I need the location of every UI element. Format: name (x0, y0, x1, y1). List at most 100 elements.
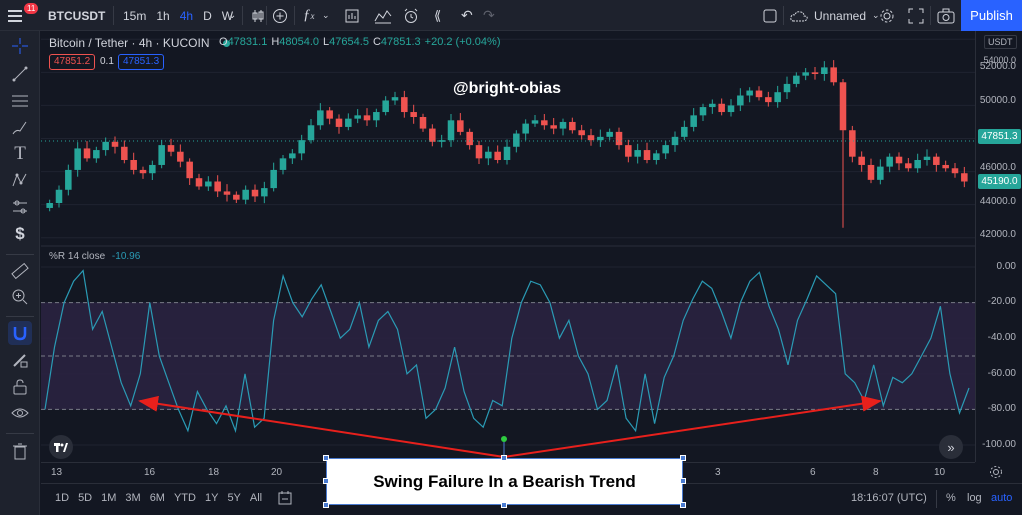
symbol-title[interactable]: Bitcoin / Tether · 4h · KUCOIN (49, 36, 210, 50)
replay-bars-button[interactable] (374, 0, 392, 31)
interval-15m[interactable]: 15m (123, 8, 147, 23)
range-1d[interactable]: 1D (55, 492, 70, 504)
lock-drawings-tool[interactable] (8, 375, 32, 399)
candle-body (541, 120, 548, 126)
candle-body (494, 151, 501, 160)
candle-body (363, 115, 371, 121)
candle-body (503, 146, 511, 160)
trend-line-tool[interactable] (8, 62, 32, 86)
zoom-in-icon (12, 289, 28, 305)
candle-body (662, 145, 669, 154)
candle-body (746, 90, 753, 96)
candle-body (597, 136, 604, 141)
chart-canvas[interactable] (41, 31, 975, 462)
time-label: 10 (934, 467, 946, 478)
resize-handle[interactable] (323, 502, 329, 508)
scroll-to-realtime-button[interactable]: » (939, 435, 963, 459)
log-toggle[interactable]: log (967, 492, 982, 504)
currency-label[interactable]: USDT (984, 35, 1017, 49)
publish-button[interactable]: Publish (961, 0, 1022, 31)
crosshair-tool[interactable] (8, 34, 32, 58)
indicators-chevron-icon[interactable]: ⌄ (322, 10, 330, 20)
fullscreen-button[interactable] (908, 0, 924, 31)
remove-drawings-tool[interactable] (8, 439, 32, 463)
range-5y[interactable]: 5Y (227, 492, 241, 504)
axis-settings-button[interactable] (989, 465, 1003, 484)
range-all[interactable]: All (249, 492, 263, 504)
magnet-tool[interactable] (8, 321, 32, 345)
alert-button[interactable] (403, 0, 419, 31)
resize-handle[interactable] (501, 502, 507, 508)
resize-handle[interactable] (680, 502, 686, 508)
templates-button[interactable] (344, 0, 360, 31)
zoom-tool[interactable] (8, 285, 32, 309)
candle-style-button[interactable] (250, 0, 266, 31)
watermark: @bright-obias (453, 80, 562, 97)
candle-body (951, 168, 959, 174)
screenshot-button[interactable] (937, 0, 955, 31)
candle-body (289, 153, 296, 159)
hide-drawings-tool[interactable] (8, 401, 32, 425)
hamburger-icon (8, 9, 22, 22)
indicator-name[interactable]: %R 14 close (49, 251, 106, 262)
fullscreen-icon (908, 8, 924, 23)
price-axis[interactable]: USDT 54000.0 52000.0 50000.0 46000.0 440… (975, 31, 1022, 462)
utc-clock[interactable]: 18:16:07 (UTC) (851, 492, 927, 504)
candle-body (326, 110, 333, 119)
range-1y[interactable]: 1Y (204, 492, 219, 504)
chart-area[interactable]: Bitcoin / Tether · 4h · KUCOIN O47831.1 H… (41, 31, 975, 462)
interval-W[interactable]: W (221, 8, 234, 23)
resize-handle[interactable] (323, 455, 329, 461)
range-ytd[interactable]: YTD (173, 492, 196, 504)
percent-toggle[interactable]: % (946, 492, 956, 504)
undo-icon[interactable]: ↶ (461, 7, 473, 23)
candle-body (74, 148, 81, 170)
candle-body (139, 169, 147, 174)
interval-dropdown-chevron-icon[interactable]: ⌄ (228, 10, 237, 21)
open-value: 47831.1 (227, 36, 268, 48)
settings-button[interactable] (879, 0, 895, 31)
buy-price-button[interactable]: 47851.3 (118, 54, 165, 70)
resize-handle[interactable] (680, 478, 686, 484)
ruler-tool[interactable] (8, 259, 32, 283)
range-3m[interactable]: 3M (125, 492, 141, 504)
layout-checkbox[interactable] (763, 0, 777, 31)
stay-drawing-tool[interactable] (8, 348, 32, 372)
interval-D[interactable]: D (203, 8, 212, 23)
auto-scale-toggle[interactable]: auto (991, 492, 1013, 504)
resize-handle[interactable] (680, 455, 686, 461)
fib-tool[interactable] (8, 89, 32, 113)
interval-4h[interactable]: 4h (179, 8, 194, 23)
forecast-tool[interactable] (8, 195, 32, 219)
range-1m[interactable]: 1M (101, 492, 117, 504)
date-range-button[interactable] (278, 491, 292, 510)
candle-body (737, 95, 744, 106)
resize-handle[interactable] (323, 478, 329, 484)
price-range-dollar-icon[interactable]: $ (15, 224, 25, 243)
text-tool-icon[interactable]: T (14, 143, 26, 164)
candle-body (391, 97, 399, 101)
annotation-callout[interactable]: Swing Failure In a Bearish Trend (326, 458, 683, 505)
redo-icon[interactable]: ↷ (483, 7, 495, 23)
menu-button[interactable]: 11 (8, 0, 39, 31)
pattern-tool[interactable] (8, 168, 32, 192)
candle-body (475, 145, 483, 159)
range-6m[interactable]: 6M (149, 492, 165, 504)
rewind-icon[interactable]: ⟪ (434, 7, 442, 23)
resize-handle[interactable] (501, 455, 507, 461)
sell-price-button[interactable]: 47851.2 (49, 54, 96, 70)
symbol-search[interactable]: BTCUSDT (48, 8, 106, 23)
close-label: C (372, 36, 381, 48)
range-5d[interactable]: 5D (78, 492, 93, 504)
pencil-lock-icon (13, 354, 28, 368)
tradingview-logo[interactable] (49, 435, 73, 459)
interval-1h[interactable]: 1h (156, 8, 170, 23)
compare-button[interactable] (272, 0, 288, 31)
layout-name-button[interactable]: Unnamed ⌄ (790, 0, 880, 31)
candle-body (802, 72, 809, 76)
candle-body (410, 112, 417, 117)
brush-tool[interactable] (8, 116, 32, 140)
time-label: 20 (271, 467, 283, 478)
